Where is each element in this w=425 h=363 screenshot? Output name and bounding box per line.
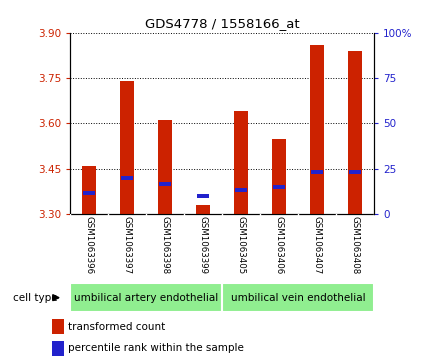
Bar xyxy=(120,81,134,214)
Bar xyxy=(272,139,286,214)
Bar xyxy=(235,188,247,192)
Bar xyxy=(196,205,210,214)
Text: GSM1063399: GSM1063399 xyxy=(198,216,207,274)
Text: GSM1063405: GSM1063405 xyxy=(237,216,246,274)
Text: umbilical artery endothelial: umbilical artery endothelial xyxy=(74,293,218,303)
Bar xyxy=(310,45,324,214)
Bar xyxy=(222,283,374,312)
Text: GSM1063406: GSM1063406 xyxy=(275,216,283,274)
Bar xyxy=(348,51,362,214)
Bar xyxy=(52,319,63,334)
Text: GSM1063407: GSM1063407 xyxy=(312,216,322,274)
Text: percentile rank within the sample: percentile rank within the sample xyxy=(68,343,244,354)
Bar xyxy=(311,170,323,174)
Text: GSM1063397: GSM1063397 xyxy=(122,216,132,274)
Bar xyxy=(82,166,96,214)
Bar xyxy=(159,182,171,186)
Title: GDS4778 / 1558166_at: GDS4778 / 1558166_at xyxy=(145,17,299,30)
Bar xyxy=(235,111,248,214)
Text: cell type: cell type xyxy=(13,293,57,303)
Text: GSM1063398: GSM1063398 xyxy=(161,216,170,274)
Bar xyxy=(52,340,63,356)
Bar xyxy=(348,170,361,174)
Bar xyxy=(70,283,222,312)
Bar xyxy=(121,176,133,180)
Text: umbilical vein endothelial: umbilical vein endothelial xyxy=(231,293,366,303)
Bar xyxy=(197,194,210,198)
Text: transformed count: transformed count xyxy=(68,322,166,332)
Text: GSM1063408: GSM1063408 xyxy=(351,216,360,274)
Bar xyxy=(273,185,285,189)
Bar xyxy=(83,191,96,195)
Text: GSM1063396: GSM1063396 xyxy=(85,216,94,274)
Bar xyxy=(159,121,172,214)
